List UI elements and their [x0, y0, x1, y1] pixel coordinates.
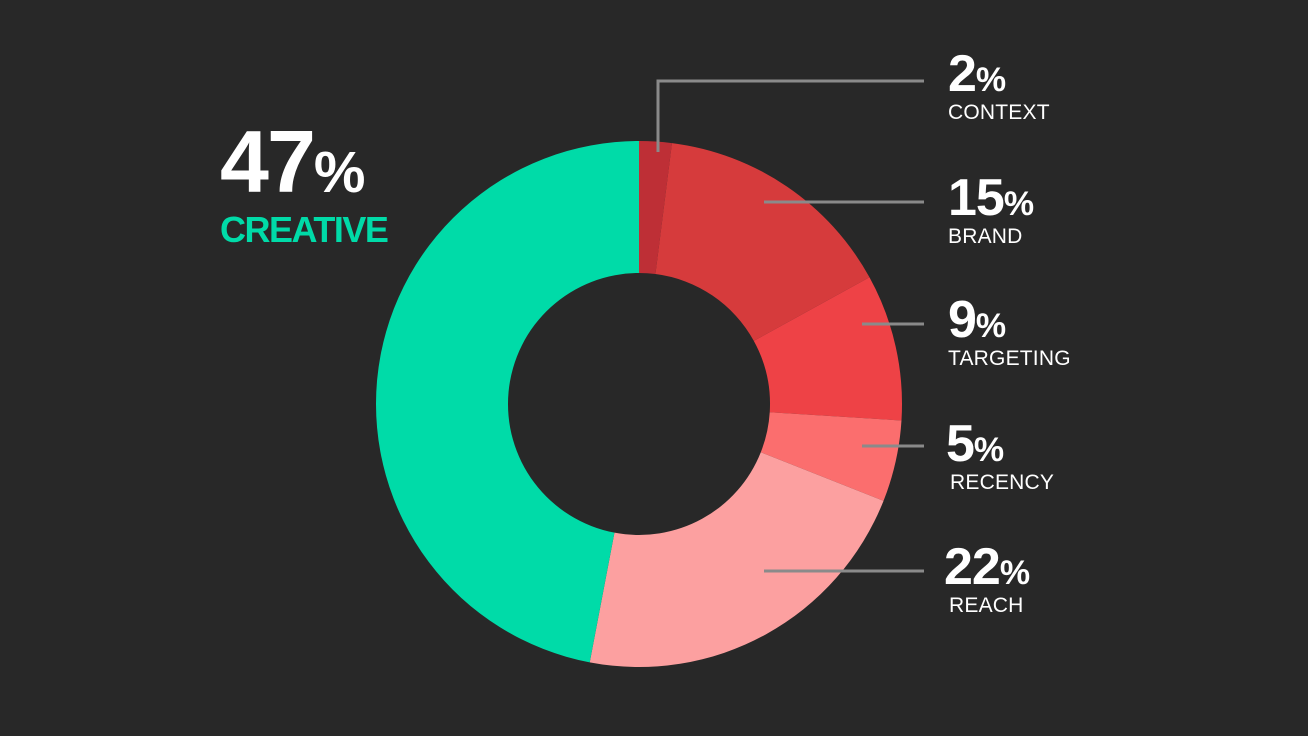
- callout-percent-sign: %: [1003, 185, 1035, 223]
- creative-value: 47: [220, 112, 316, 211]
- callout-recency: 5% RECENCY: [946, 418, 1054, 493]
- slice-creative: [375, 141, 639, 663]
- callout-value: 5: [946, 415, 975, 473]
- callout-label: TARGETING: [948, 347, 1071, 370]
- callout-percent-sign: %: [975, 307, 1007, 345]
- callout-value: 22: [944, 538, 1001, 596]
- slice-targeting: [753, 277, 902, 421]
- callout-targeting: 9% TARGETING: [948, 294, 1071, 369]
- callout-percent-sign: %: [999, 554, 1031, 592]
- callout-label: RECENCY: [950, 471, 1055, 494]
- creative-percent-sign: %: [313, 140, 366, 205]
- callout-value: 15: [948, 169, 1005, 227]
- callout-value: 2: [948, 45, 977, 103]
- callout-percent-sign: %: [973, 431, 1005, 469]
- slice-reach: [589, 452, 884, 667]
- callout-brand: 15% BRAND: [948, 172, 1034, 247]
- callout-label: BRAND: [948, 225, 1023, 248]
- callout-percent-sign: %: [975, 61, 1007, 99]
- creative-highlight: 47% CREATIVE: [220, 118, 389, 250]
- callout-reach: 22% REACH: [944, 541, 1030, 616]
- callout-value: 9: [948, 291, 977, 349]
- slice-recency: [760, 412, 902, 501]
- callout-label: REACH: [949, 594, 1024, 617]
- creative-label: CREATIVE: [220, 209, 389, 250]
- leader-line-context: [656, 79, 924, 152]
- slice-context: [639, 141, 672, 275]
- slice-brand: [655, 143, 870, 341]
- callout-label: CONTEXT: [948, 101, 1050, 124]
- callout-context: 2% CONTEXT: [948, 48, 1050, 123]
